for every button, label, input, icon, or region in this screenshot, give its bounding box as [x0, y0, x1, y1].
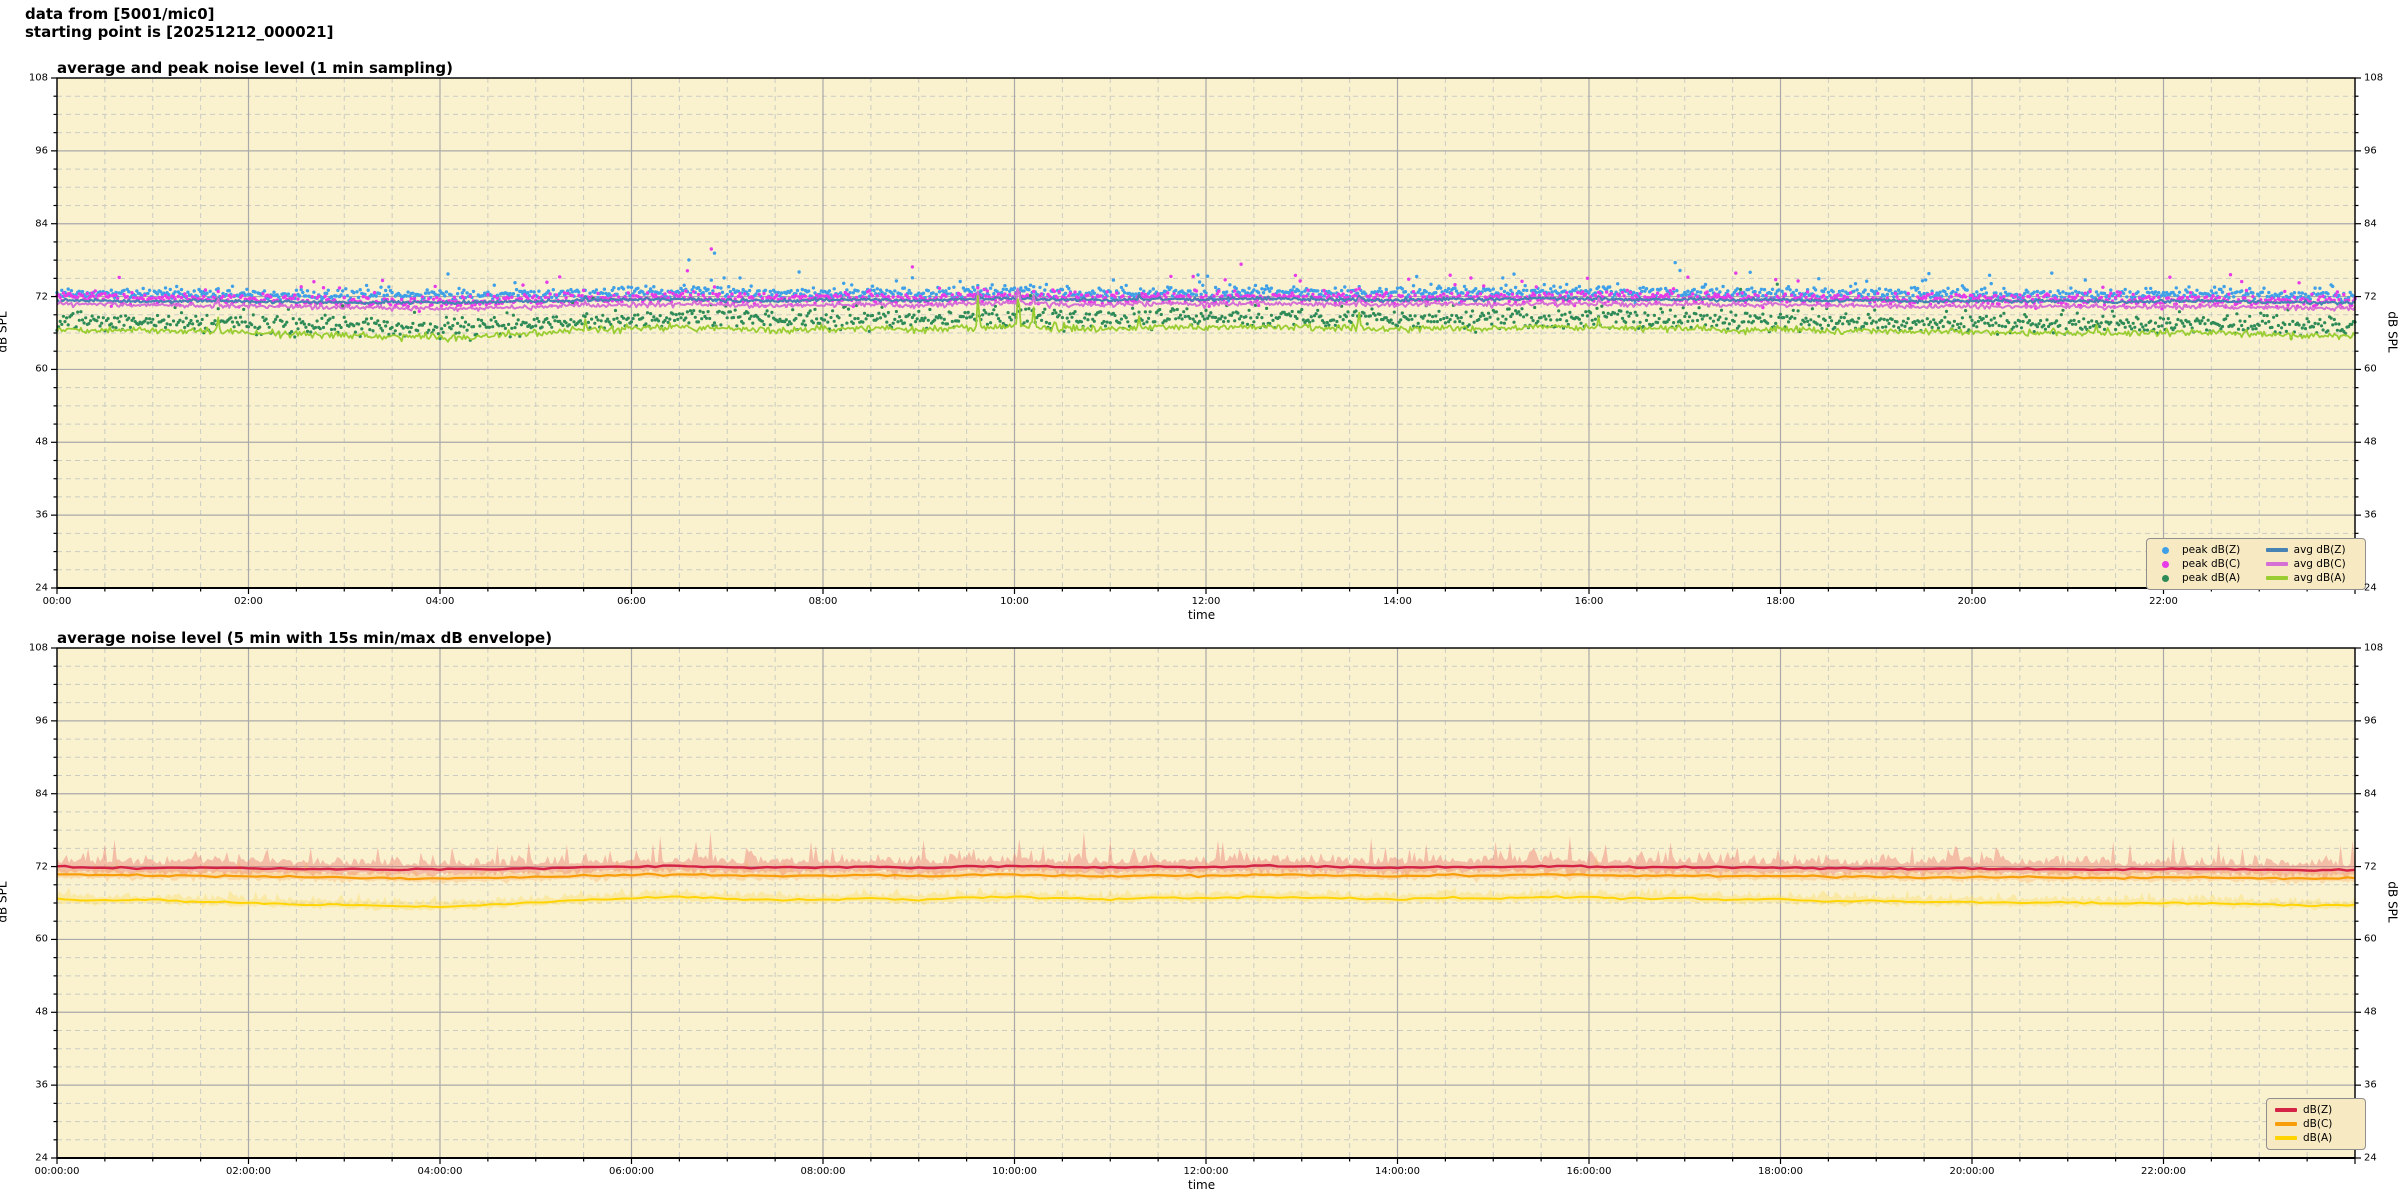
- dbc-marker-icon: [2275, 1122, 2297, 1126]
- legend-item-avg-dbz: avg dB(Z): [2265, 543, 2357, 557]
- top-xaxis-label: time: [1188, 608, 1216, 622]
- x-tick-label: 14:00:00: [1375, 1166, 1420, 1177]
- y-tick-label-left: 84: [35, 788, 48, 800]
- x-tick-label: 16:00: [1574, 596, 1604, 607]
- legend-item-peak-dbc: peak dB(C): [2155, 557, 2252, 571]
- legend-item-peak-dba: peak dB(A): [2155, 571, 2252, 585]
- legend-item-dba: dB(A): [2275, 1131, 2357, 1145]
- y-tick-label-right: 36: [2364, 1079, 2377, 1091]
- y-tick-label-left: 96: [35, 715, 48, 727]
- avg-dbz-marker-icon: [2265, 548, 2288, 552]
- legend-label: peak dB(A): [2182, 572, 2241, 584]
- y-tick-label-left: 72: [35, 861, 48, 873]
- y-tick-label-left: 60: [35, 933, 48, 945]
- y-tick-label-right: 60: [2364, 933, 2377, 945]
- peak-dbc-marker-icon: [2162, 560, 2169, 568]
- legend-item-peak-dbz: peak dB(Z): [2155, 543, 2252, 557]
- bottom-chart-title: average noise level (5 min with 15s min/…: [57, 629, 553, 647]
- dbz-marker-icon: [2275, 1108, 2297, 1112]
- x-tick-label: 12:00: [1191, 596, 1221, 607]
- legend-label: avg dB(Z): [2293, 544, 2346, 556]
- x-tick-label: 02:00:00: [226, 1166, 271, 1177]
- y-tick-label-left: 60: [35, 363, 48, 375]
- y-tick-label-right: 108: [2364, 72, 2384, 84]
- x-tick-label: 12:00:00: [1183, 1166, 1229, 1177]
- top-chart-legend: peak dB(Z) avg dB(Z) peak dB(C) avg dB(C…: [2146, 538, 2366, 590]
- x-tick-label: 22:00: [2149, 596, 2178, 607]
- y-tick-label-left: 72: [35, 291, 48, 303]
- y-tick-label-left: 108: [28, 72, 48, 84]
- dba-marker-icon: [2275, 1136, 2297, 1140]
- y-tick-label-left: 36: [35, 1079, 48, 1091]
- y-tick-label-right: 24: [2364, 582, 2377, 594]
- bottom-yaxis-label-right: dB SPL: [2385, 881, 2400, 923]
- x-tick-label: 20:00: [1957, 596, 1987, 607]
- y-tick-label-right: 96: [2364, 715, 2377, 727]
- y-tick-label-left: 96: [35, 145, 48, 157]
- y-tick-label-right: 84: [2364, 788, 2377, 800]
- legend-item-dbc: dB(C): [2275, 1117, 2357, 1131]
- y-tick-label-left: 24: [35, 1152, 48, 1164]
- header-data-source: data from [5001/mic0]: [25, 5, 215, 23]
- x-tick-label: 04:00: [425, 596, 455, 607]
- avg-dba-marker-icon: [2265, 576, 2288, 580]
- x-tick-label: 22:00:00: [2141, 1166, 2186, 1177]
- x-tick-label: 10:00:00: [992, 1166, 1037, 1177]
- legend-item-avg-dbc: avg dB(C): [2265, 557, 2357, 571]
- x-tick-label: 00:00: [42, 596, 72, 607]
- x-tick-label: 16:00:00: [1566, 1166, 1612, 1177]
- x-tick-label: 18:00:00: [1758, 1166, 1803, 1177]
- x-tick-label: 08:00: [808, 596, 838, 607]
- x-tick-label: 08:00:00: [800, 1166, 846, 1177]
- y-tick-label-right: 48: [2364, 436, 2377, 448]
- y-tick-label-left: 24: [35, 582, 48, 594]
- x-tick-label: 18:00: [1766, 596, 1795, 607]
- y-tick-label-right: 48: [2364, 1006, 2377, 1018]
- y-tick-label-right: 72: [2364, 291, 2377, 303]
- legend-label: peak dB(C): [2182, 558, 2241, 570]
- peak-dba-marker-icon: [2162, 574, 2169, 582]
- x-tick-label: 14:00: [1383, 596, 1412, 607]
- y-tick-label-right: 72: [2364, 861, 2377, 873]
- peak-dbz-marker-icon: [2162, 546, 2169, 554]
- y-tick-label-right: 108: [2364, 642, 2384, 654]
- legend-label: peak dB(Z): [2182, 544, 2241, 556]
- y-tick-label-left: 48: [35, 1006, 48, 1018]
- legend-label: dB(C): [2303, 1118, 2333, 1130]
- y-tick-label-right: 24: [2364, 1152, 2377, 1164]
- bottom-xaxis-label: time: [1188, 1178, 1216, 1192]
- y-tick-label-right: 96: [2364, 145, 2377, 157]
- bottom-yaxis-label-left: dB SPL: [0, 881, 10, 923]
- top-yaxis-label-left: dB SPL: [0, 311, 10, 353]
- x-tick-label: 06:00:00: [609, 1166, 654, 1177]
- bottom-chart-legend: dB(Z) dB(C) dB(A): [2266, 1098, 2366, 1150]
- x-tick-label: 20:00:00: [1949, 1166, 1995, 1177]
- y-tick-label-right: 60: [2364, 363, 2377, 375]
- avg-dbc-marker-icon: [2265, 562, 2288, 566]
- legend-item-avg-dba: avg dB(A): [2265, 571, 2357, 585]
- legend-label: dB(Z): [2303, 1104, 2333, 1116]
- legend-label: avg dB(C): [2293, 558, 2346, 570]
- x-tick-label: 02:00: [234, 596, 263, 607]
- x-tick-label: 04:00:00: [417, 1166, 463, 1177]
- y-tick-label-left: 84: [35, 218, 48, 230]
- x-tick-label: 06:00: [617, 596, 646, 607]
- y-tick-label-left: 108: [28, 642, 48, 654]
- top-chart-title: average and peak noise level (1 min samp…: [57, 59, 453, 77]
- y-tick-label-left: 36: [35, 509, 48, 521]
- y-tick-label-left: 48: [35, 436, 48, 448]
- legend-label: dB(A): [2303, 1132, 2333, 1144]
- legend-label: avg dB(A): [2293, 572, 2346, 584]
- header-starting-point: starting point is [20251212_000021]: [25, 23, 334, 41]
- y-tick-label-right: 84: [2364, 218, 2377, 230]
- legend-item-dbz: dB(Z): [2275, 1103, 2357, 1117]
- x-tick-label: 10:00: [1000, 596, 1029, 607]
- y-tick-label-right: 36: [2364, 509, 2377, 521]
- x-tick-label: 00:00:00: [34, 1166, 80, 1177]
- top-yaxis-label-right: dB SPL: [2385, 311, 2400, 353]
